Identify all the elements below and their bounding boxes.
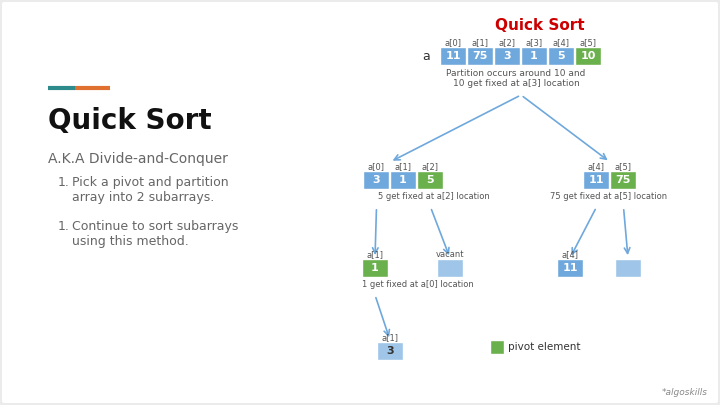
Text: a[1]: a[1] (366, 250, 384, 259)
Text: 5: 5 (557, 51, 564, 61)
Text: a[3]: a[3] (526, 38, 543, 47)
FancyBboxPatch shape (362, 259, 388, 277)
Text: a[2]: a[2] (421, 162, 438, 171)
Text: 1: 1 (530, 51, 538, 61)
Text: 5: 5 (426, 175, 434, 185)
FancyBboxPatch shape (610, 171, 636, 189)
Text: a[5]: a[5] (580, 38, 596, 47)
Text: Pick a pivot and partition
array into 2 subarrays.: Pick a pivot and partition array into 2 … (72, 176, 229, 204)
FancyBboxPatch shape (615, 259, 641, 277)
Text: Quick Sort: Quick Sort (495, 18, 585, 33)
FancyBboxPatch shape (390, 171, 416, 189)
FancyBboxPatch shape (521, 47, 547, 65)
FancyBboxPatch shape (490, 340, 504, 354)
FancyBboxPatch shape (417, 171, 443, 189)
Text: a[4]: a[4] (588, 162, 605, 171)
FancyBboxPatch shape (440, 47, 466, 65)
Text: a[5]: a[5] (614, 162, 631, 171)
Text: vacant: vacant (436, 250, 464, 259)
Text: 10: 10 (580, 51, 595, 61)
Text: 75: 75 (472, 51, 487, 61)
Text: 1.: 1. (58, 176, 70, 189)
Text: Partition occurs around 10 and
10 get fixed at a[3] location: Partition occurs around 10 and 10 get fi… (446, 69, 585, 88)
Text: Continue to sort subarrays
using this method.: Continue to sort subarrays using this me… (72, 220, 238, 248)
FancyBboxPatch shape (583, 171, 609, 189)
Text: a[1]: a[1] (395, 162, 412, 171)
FancyBboxPatch shape (467, 47, 493, 65)
Text: 11: 11 (588, 175, 604, 185)
Text: 1.: 1. (58, 220, 70, 233)
FancyBboxPatch shape (437, 259, 463, 277)
FancyBboxPatch shape (363, 171, 389, 189)
Text: 75: 75 (616, 175, 631, 185)
Text: 1: 1 (371, 263, 379, 273)
FancyBboxPatch shape (548, 47, 574, 65)
FancyBboxPatch shape (377, 342, 403, 360)
Text: 11: 11 (445, 51, 461, 61)
FancyBboxPatch shape (557, 259, 583, 277)
Text: Quick Sort: Quick Sort (48, 107, 212, 135)
Text: a[1]: a[1] (472, 38, 488, 47)
Text: 75 get fixed at a[5] location: 75 get fixed at a[5] location (550, 192, 667, 201)
Text: a: a (422, 49, 430, 62)
Text: 3: 3 (503, 51, 510, 61)
FancyBboxPatch shape (494, 47, 520, 65)
Text: a[0]: a[0] (367, 162, 384, 171)
Text: a[4]: a[4] (562, 250, 578, 259)
Text: 11: 11 (562, 263, 577, 273)
FancyBboxPatch shape (575, 47, 601, 65)
Text: 1: 1 (399, 175, 407, 185)
Text: a[0]: a[0] (444, 38, 462, 47)
Text: 5 get fixed at a[2] location: 5 get fixed at a[2] location (379, 192, 490, 201)
Text: a[1]: a[1] (382, 333, 398, 342)
Text: *algoskills: *algoskills (662, 388, 708, 397)
Text: A.K.A Divide-and-Conquer: A.K.A Divide-and-Conquer (48, 152, 228, 166)
Text: 3: 3 (386, 346, 394, 356)
Text: 1 get fixed at a[0] location: 1 get fixed at a[0] location (362, 280, 474, 289)
Text: a[4]: a[4] (552, 38, 570, 47)
Text: pivot element: pivot element (508, 342, 580, 352)
Text: a[2]: a[2] (498, 38, 516, 47)
Text: 3: 3 (372, 175, 380, 185)
